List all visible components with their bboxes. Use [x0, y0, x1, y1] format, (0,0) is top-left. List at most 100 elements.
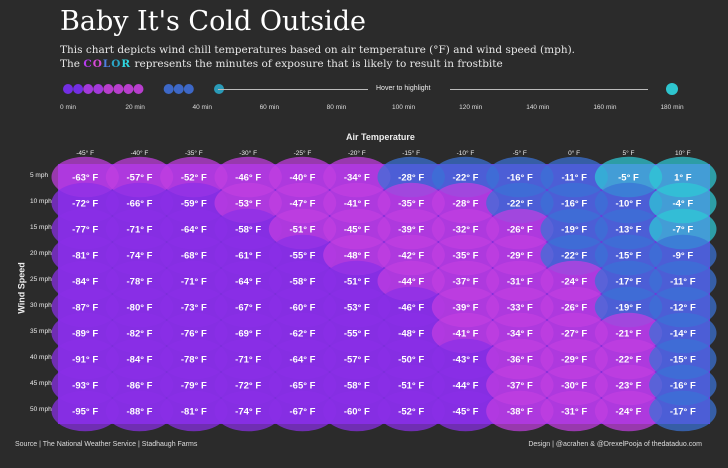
heatmap-cell[interactable] — [540, 390, 608, 432]
heatmap-cell-label: -62° F — [290, 329, 316, 340]
heatmap-cell-label: -22° F — [453, 173, 479, 184]
heatmap-cell-label: -23° F — [616, 381, 642, 392]
heatmap-cell-label: -39° F — [398, 225, 424, 236]
heatmap-cell-label: -14° F — [670, 329, 696, 340]
heatmap-cell-label: -88° F — [127, 407, 153, 418]
legend-tick-label: 140 min — [526, 104, 550, 111]
column-label: -30° F — [239, 150, 258, 157]
heatmap-cell-label: -84° F — [72, 277, 98, 288]
heatmap-cell-label: -32° F — [453, 225, 479, 236]
chart-title: Baby It's Cold Outside — [60, 6, 366, 37]
heatmap-cell-label: -17° F — [616, 277, 642, 288]
heatmap-cell-label: -37° F — [507, 381, 533, 392]
heatmap-cell-label: -5° F — [618, 173, 639, 184]
heatmap-cell-label: -22° F — [561, 251, 587, 262]
legend-hover-label: Hover to highlight — [376, 85, 431, 92]
heatmap-cell-label: -41° F — [453, 329, 479, 340]
heatmap-cell-label: -74° F — [127, 251, 153, 262]
footer-source: Source | The National Weather Service | … — [15, 441, 198, 448]
heatmap-cell-label: -82° F — [127, 329, 153, 340]
heatmap-cell-label: -7° F — [672, 225, 693, 236]
heatmap-cell-label: -91° F — [72, 355, 98, 366]
heatmap-cell-label: -67° F — [290, 407, 316, 418]
heatmap-cell-label: -33° F — [507, 303, 533, 314]
row-label: 30 mph — [30, 302, 52, 309]
column-label: 10° F — [675, 150, 691, 157]
subtitle-color-word: COLOR — [83, 58, 131, 70]
heatmap-cell-label: -52° F — [181, 173, 207, 184]
heatmap-cell-label: -71° F — [181, 277, 207, 288]
heatmap-cell[interactable] — [214, 390, 282, 432]
legend-tick-label: 40 min — [192, 104, 212, 111]
heatmap-cell-label: -16° F — [561, 199, 587, 210]
heatmap-cell[interactable] — [594, 390, 663, 432]
heatmap-cell-label: -58° F — [344, 381, 370, 392]
legend-tick-label: 180 min — [660, 104, 684, 111]
heatmap-cell[interactable] — [105, 390, 174, 432]
heatmap-cell-label: -15° F — [616, 251, 642, 262]
heatmap-cell-label: -71° F — [127, 225, 153, 236]
row-label: 40 mph — [30, 354, 52, 361]
heatmap-cell[interactable] — [160, 390, 228, 432]
heatmap-cell-label: -67° F — [235, 303, 261, 314]
subtitle-color-letter: R — [121, 58, 132, 70]
heatmap-cell-label: -43° F — [453, 355, 479, 366]
heatmap-cell-label: -72° F — [72, 199, 98, 210]
heatmap-cell-label: -15° F — [670, 355, 696, 366]
heatmap-cell-label: -76° F — [181, 329, 207, 340]
subtitle-line-1: This chart depicts wind chill temperatur… — [60, 44, 576, 56]
heatmap-cell-label: -45° F — [453, 407, 479, 418]
legend-tick-label: 60 min — [259, 104, 280, 111]
heatmap-cell[interactable] — [323, 390, 391, 432]
heatmap-cell-label: -19° F — [616, 303, 642, 314]
heatmap-cell[interactable] — [431, 390, 500, 432]
heatmap-cell-label: -55° F — [290, 251, 316, 262]
legend-tick-label: 0 min — [60, 104, 76, 111]
heatmap-cell-label: -89° F — [72, 329, 98, 340]
row-label: 10 mph — [30, 198, 52, 205]
column-label: -20° F — [347, 150, 366, 157]
heatmap-cell-label: -65° F — [290, 381, 316, 392]
heatmap-cell[interactable] — [51, 390, 119, 432]
row-label: 45 mph — [30, 380, 52, 387]
heatmap-cell-label: -29° F — [507, 251, 533, 262]
heatmap-cell-label: -93° F — [72, 381, 98, 392]
heatmap-cell-label: -27° F — [561, 329, 587, 340]
heatmap-cell-label: -59° F — [181, 199, 207, 210]
column-label: -40° F — [130, 150, 149, 157]
heatmap-cell-label: -37° F — [453, 277, 479, 288]
subtitle-color-letter: L — [102, 58, 112, 70]
heatmap-cell-label: -34° F — [344, 173, 370, 184]
heatmap-cell-label: 1° F — [674, 173, 692, 184]
heatmap-cell-label: -41° F — [344, 199, 370, 210]
subtitle-suffix: represents the minutes of exposure that … — [131, 58, 503, 70]
row-label: 50 mph — [30, 406, 52, 413]
heatmap-cell-label: -64° F — [181, 225, 207, 236]
heatmap-cell-label: -47° F — [290, 199, 316, 210]
heatmap-cell-label: -51° F — [344, 277, 370, 288]
heatmap-cell-label: -42° F — [398, 251, 424, 262]
heatmap-cell-label: -74° F — [235, 407, 261, 418]
column-label: -45° F — [76, 150, 95, 157]
heatmap-cell-label: -53° F — [235, 199, 261, 210]
column-label: -15° F — [402, 150, 421, 157]
heatmap-cell-label: -26° F — [507, 225, 533, 236]
heatmap-cell-label: -31° F — [561, 407, 587, 418]
heatmap-cell-label: -79° F — [181, 381, 207, 392]
heatmap-cell-label: -17° F — [670, 407, 696, 418]
column-label: -25° F — [293, 150, 312, 157]
row-label: 25 mph — [30, 276, 52, 283]
heatmap-cell[interactable] — [649, 390, 717, 432]
heatmap-cell-label: -51° F — [398, 381, 424, 392]
heatmap-cell[interactable] — [377, 390, 445, 432]
heatmap-cell-label: -13° F — [616, 225, 642, 236]
heatmap-cell-label: -29° F — [561, 355, 587, 366]
heatmap-cell[interactable] — [268, 390, 337, 432]
heatmap-cell-label: -36° F — [507, 355, 533, 366]
heatmap-cell-label: -39° F — [453, 303, 479, 314]
legend-tick-label: 20 min — [125, 104, 145, 111]
heatmap-cell-label: -68° F — [181, 251, 207, 262]
heatmap-cell-label: -35° F — [398, 199, 424, 210]
heatmap-cell-label: -52° F — [398, 407, 424, 418]
heatmap-cell[interactable] — [486, 390, 554, 432]
